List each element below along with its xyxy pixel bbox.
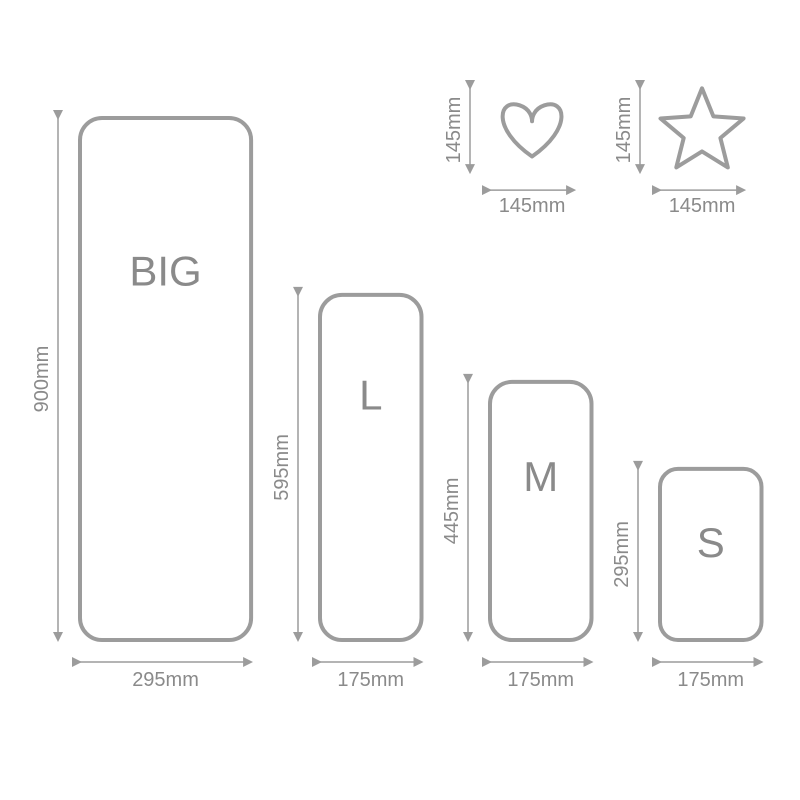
rect-l-label: L [359, 372, 382, 419]
star-icon [661, 88, 744, 167]
rect-big-label: BIG [129, 248, 201, 295]
rect-s-label: S [697, 519, 725, 566]
svg-text:175mm: 175mm [677, 669, 744, 691]
svg-text:175mm: 175mm [507, 669, 574, 691]
rect-m-label: M [523, 453, 558, 500]
svg-text:145mm: 145mm [443, 97, 465, 164]
svg-text:445mm: 445mm [441, 478, 463, 545]
rect-m [490, 382, 592, 640]
svg-text:145mm: 145mm [499, 195, 566, 217]
svg-text:595mm: 595mm [271, 434, 293, 501]
svg-text:145mm: 145mm [669, 195, 736, 217]
rect-l [320, 295, 422, 640]
svg-text:900mm: 900mm [31, 346, 53, 413]
svg-text:295mm: 295mm [132, 669, 199, 691]
svg-text:175mm: 175mm [337, 669, 404, 691]
size-diagram: BIG 900mm 295mm L 595mm 175mm M 445mm 175mm S 295m… [0, 0, 800, 800]
heart-icon [503, 104, 562, 156]
rect-big [80, 118, 251, 640]
svg-text:295mm: 295mm [611, 521, 633, 588]
svg-text:145mm: 145mm [613, 97, 635, 164]
